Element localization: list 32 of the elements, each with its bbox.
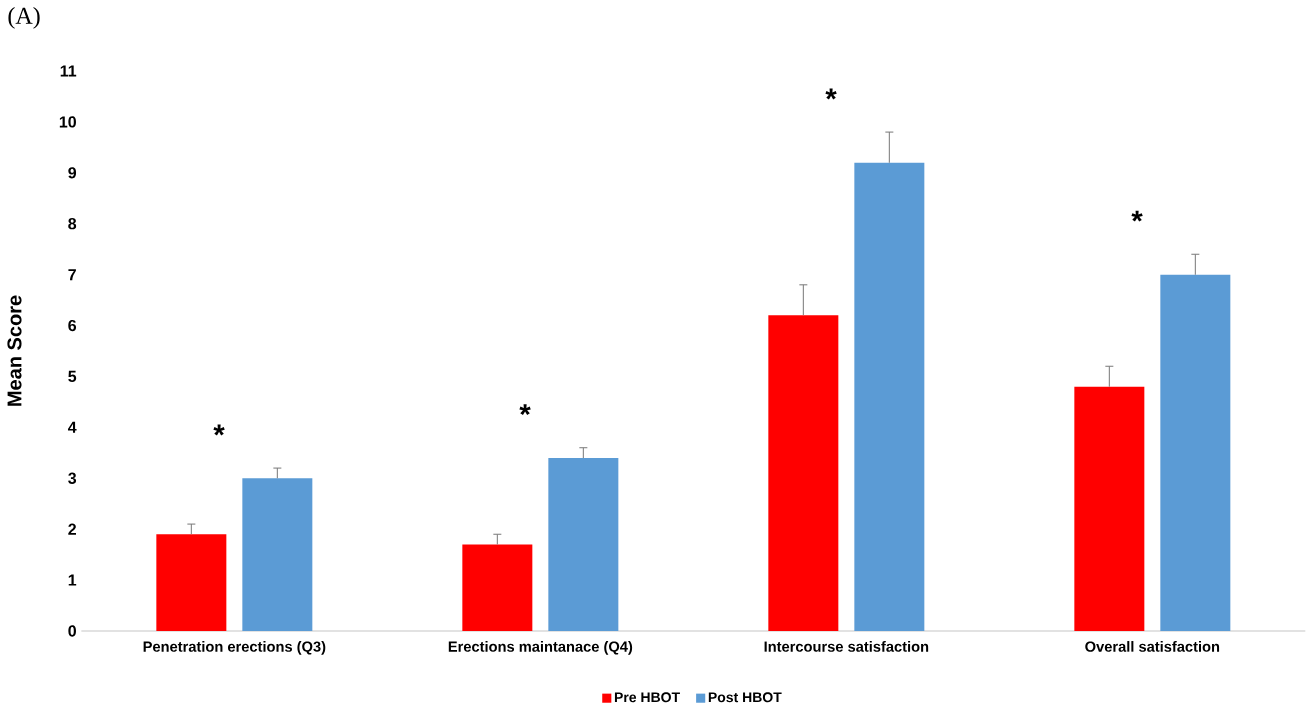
y-tick-label: 8 bbox=[68, 218, 77, 230]
bar bbox=[548, 457, 619, 631]
y-tick-label: 5 bbox=[68, 370, 77, 383]
y-tick-label: 4 bbox=[67, 421, 77, 433]
bar bbox=[156, 534, 227, 631]
y-tick-label: 9 bbox=[68, 167, 77, 179]
annotation: * bbox=[213, 424, 225, 436]
legend-label: Pre HBOT bbox=[614, 692, 680, 703]
y-tick-label: 1 bbox=[68, 574, 77, 586]
legend-label: Post HBOT bbox=[708, 692, 782, 703]
bar bbox=[242, 478, 313, 631]
bar bbox=[1074, 386, 1145, 631]
x-tick-label: Erections maintanace (Q4) bbox=[448, 641, 633, 655]
bar bbox=[854, 162, 925, 631]
x-tick-label: Overall satisfaction bbox=[1085, 641, 1220, 652]
y-tick-label: 2 bbox=[68, 523, 76, 535]
y-tick-label: 7 bbox=[68, 269, 76, 281]
x-tick-label: Penetration erections (Q3) bbox=[143, 641, 326, 655]
bar bbox=[768, 315, 839, 631]
y-tick-label: 6 bbox=[68, 319, 77, 332]
bar bbox=[462, 544, 533, 631]
y-tick-label: 0 bbox=[68, 625, 76, 637]
annotation: * bbox=[519, 404, 531, 416]
annotation: * bbox=[1131, 210, 1143, 222]
y-tick-label: 10 bbox=[59, 116, 76, 128]
y-axis-title: Mean Score bbox=[7, 295, 22, 406]
x-tick-label: Intercourse satisfaction bbox=[764, 641, 929, 652]
annotation: * bbox=[825, 88, 837, 100]
bar bbox=[1160, 274, 1231, 631]
y-tick-label: 3 bbox=[68, 472, 77, 484]
text: (A) bbox=[8, 7, 40, 29]
y-tick-label: 11 bbox=[60, 65, 77, 77]
